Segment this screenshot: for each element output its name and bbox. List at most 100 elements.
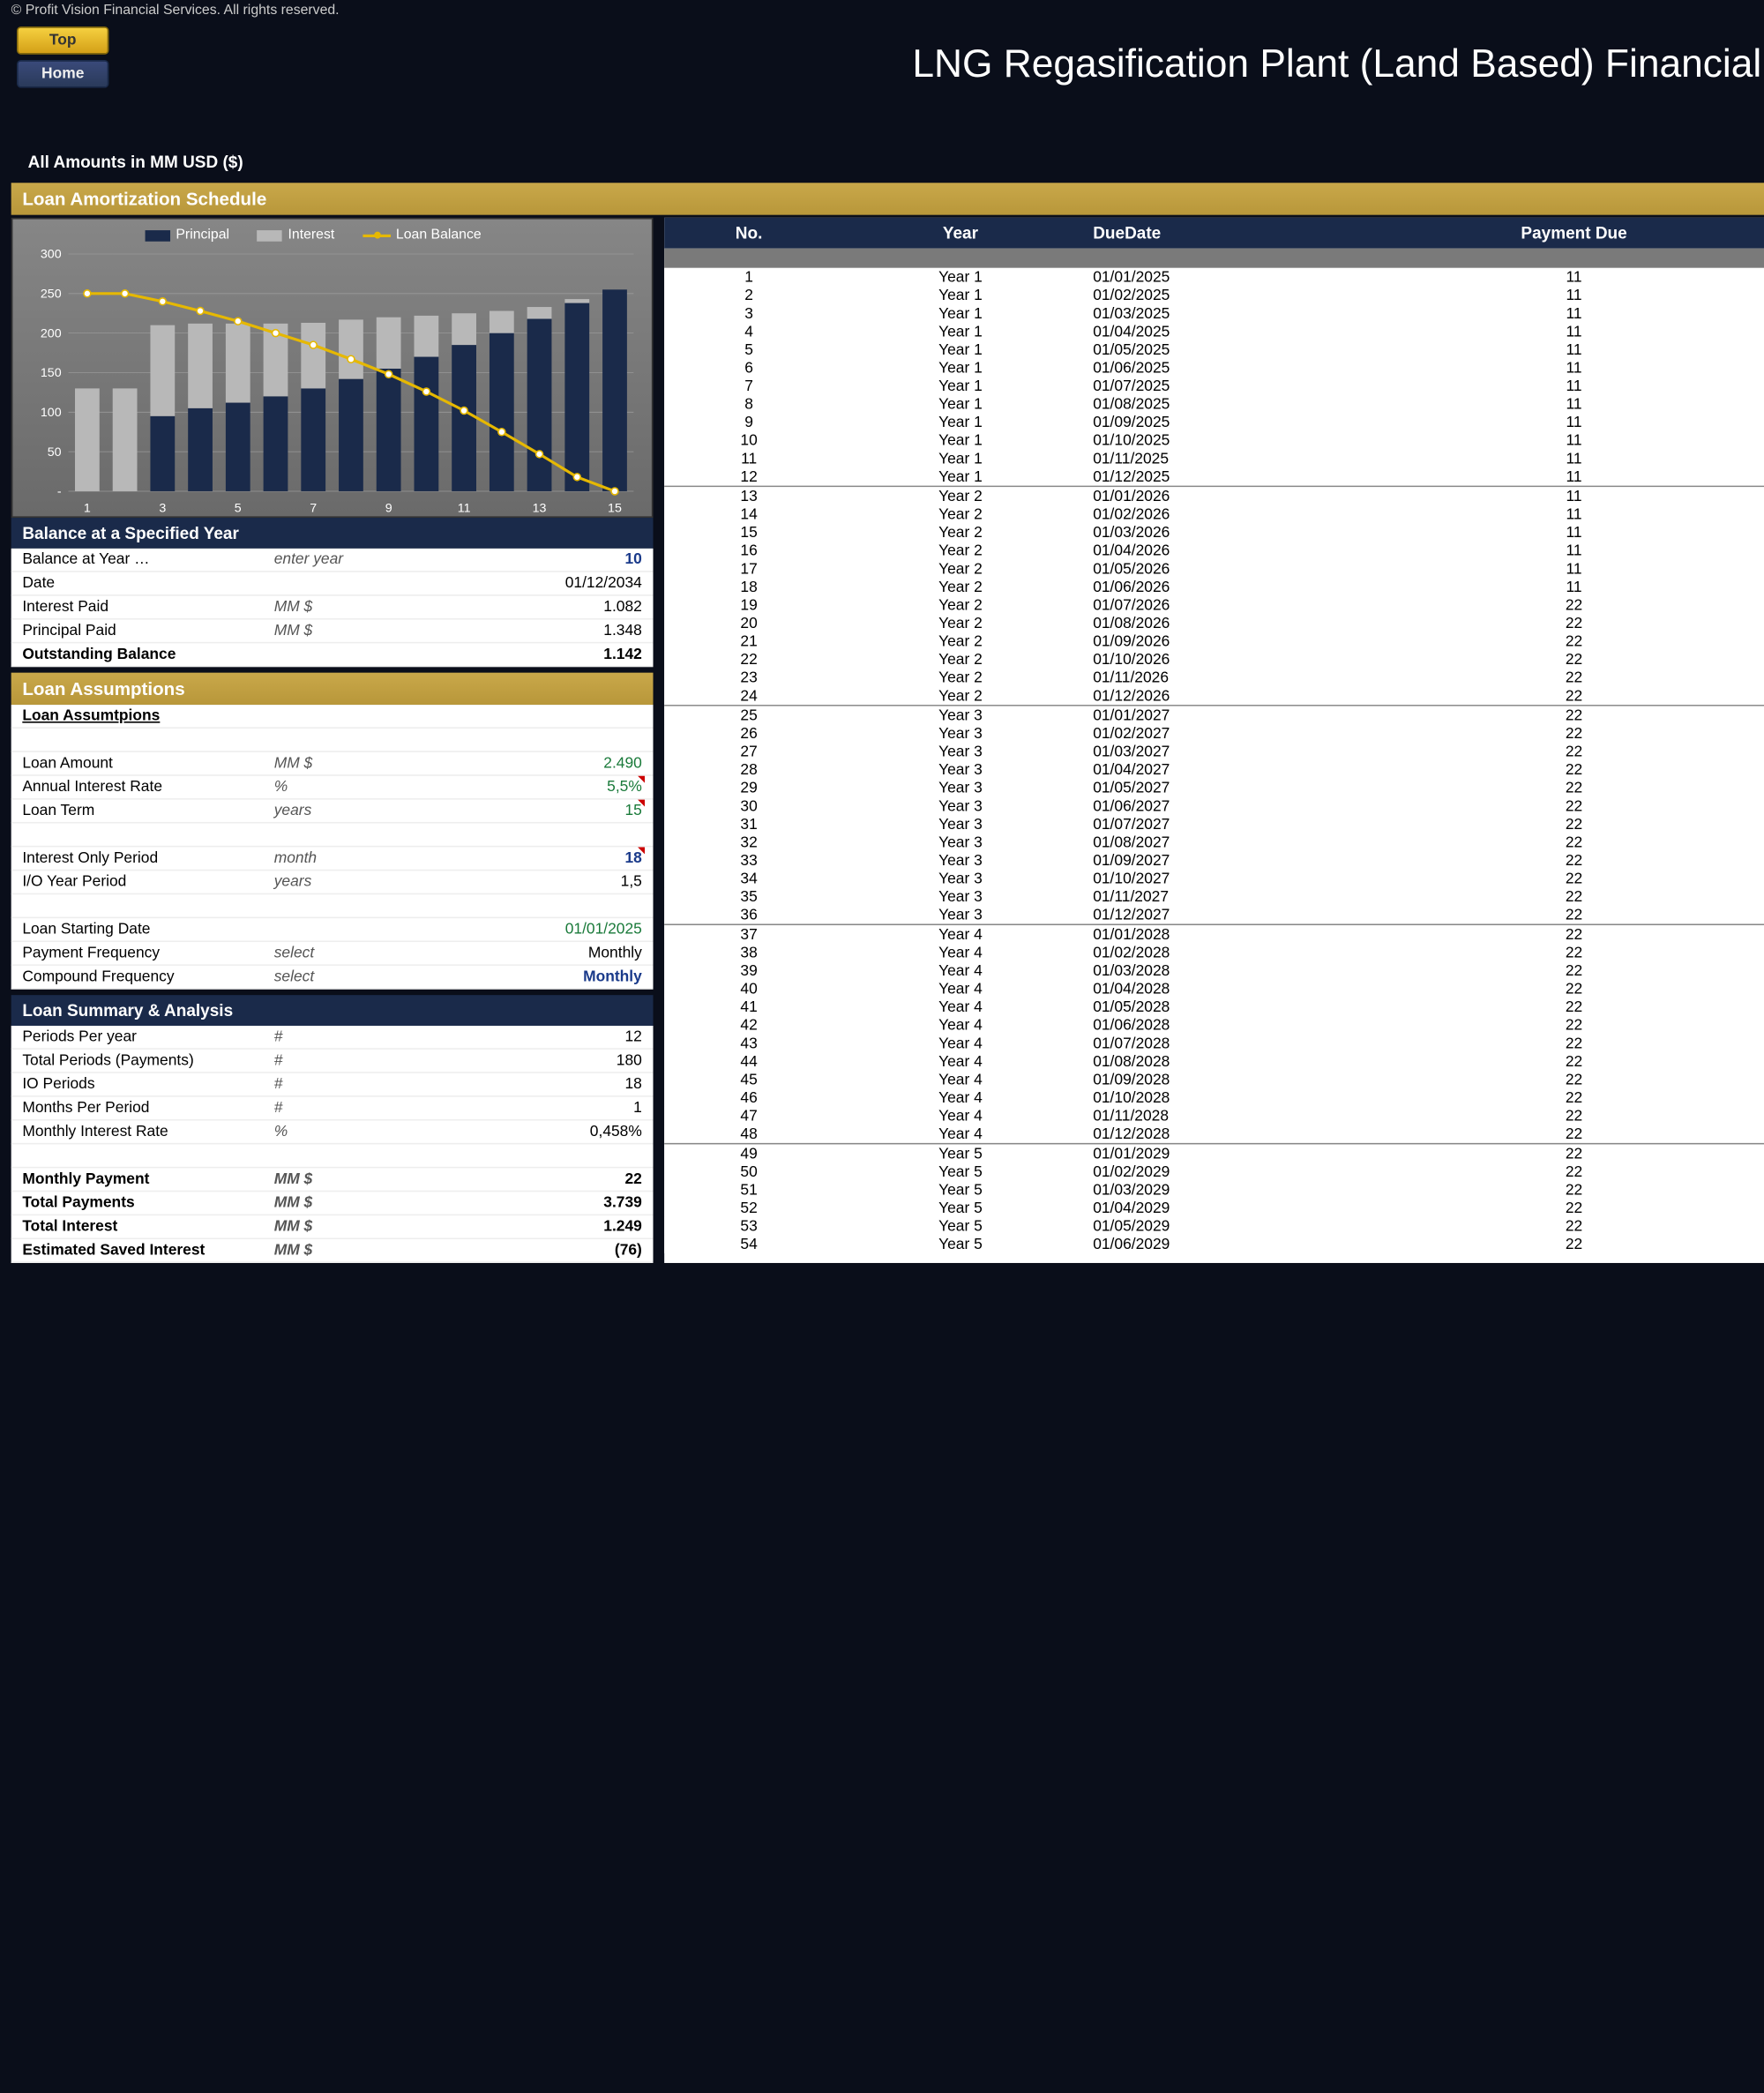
row-unit: years (274, 874, 449, 891)
schedule-row: 42Year 401/06/20282210122.227 (664, 1016, 1764, 1035)
schedule-row: 45Year 401/09/20282210122.192 (664, 1071, 1764, 1089)
row-label (22, 897, 273, 914)
data-row: Total PaymentsMM $3.739 (11, 1192, 654, 1215)
schedule-row: 54Year 501/06/20292210122.084 (664, 1235, 1764, 1253)
schedule-row: 24Year 201/12/20262211112.427 (664, 686, 1764, 706)
row-value: 1.082 (448, 599, 642, 616)
schedule-row: 28Year 301/04/20272211112.384 (664, 760, 1764, 779)
schedule-row: 5Year 101/05/20251111-2.490 (664, 340, 1764, 359)
row-value[interactable]: 15 (448, 803, 642, 819)
row-label (22, 826, 273, 843)
assumptions-table: Loan Assumtpions Loan AmountMM $2.490Ann… (11, 705, 654, 990)
data-row: Loan Termyears15 (11, 800, 654, 824)
schedule-row: 52Year 501/04/20292210122.108 (664, 1199, 1764, 1217)
row-label: Total Interest (22, 1218, 273, 1235)
row-value[interactable]: 10 (448, 551, 642, 568)
schedule-headers: No. Year DueDate Payment Due Interest Pr… (664, 218, 1764, 249)
schedule-row: 18Year 201/06/20261111-2.490 (664, 578, 1764, 596)
schedule-row: 47Year 401/11/20282210122.168 (664, 1107, 1764, 1125)
data-row: Estimated Saved InterestMM $(76) (11, 1239, 654, 1263)
schedule-row: 10Year 101/10/20251111-2.490 (664, 431, 1764, 450)
data-row: Loan Starting Date01/01/2025 (11, 918, 654, 942)
data-row: IO Periods#18 (11, 1073, 654, 1097)
row-value[interactable]: 01/01/2025 (448, 921, 642, 938)
data-row: Loan AmountMM $2.490 (11, 752, 654, 776)
header-payment: Payment Due (1384, 223, 1764, 243)
schedule-row: 20Year 201/08/20262211102.469 (664, 614, 1764, 632)
schedule-row: 15Year 201/03/20261111-2.490 (664, 523, 1764, 542)
row-label: Payment Frequency (22, 945, 273, 961)
row-value: Monthly (448, 945, 642, 961)
row-value[interactable]: 2.490 (448, 755, 642, 772)
row-value: 180 (448, 1052, 642, 1069)
data-row (11, 1144, 654, 1168)
schedule-row: 49Year 501/01/20292210122.145 (664, 1144, 1764, 1162)
schedule-row: 48Year 401/12/20282210122.156 (664, 1125, 1764, 1144)
row-unit: years (274, 803, 449, 819)
svg-text:100: 100 (41, 406, 62, 420)
row-label: Compound Frequency (22, 968, 273, 985)
row-label: Interest Paid (22, 599, 273, 616)
schedule-row: 50Year 501/02/20292210122.133 (664, 1162, 1764, 1181)
schedule-row: 33Year 301/09/20272211112.329 (664, 851, 1764, 870)
row-value: 1.348 (448, 623, 642, 639)
amortization-chart: Principal Interest Loan Balance -5010015… (11, 218, 654, 518)
schedule-table: No. Year DueDate Payment Due Interest Pr… (664, 218, 1764, 1263)
summary-header: Loan Summary & Analysis (11, 995, 654, 1026)
summary-table: Periods Per year#12Total Periods (Paymen… (11, 1026, 654, 1263)
row-value: 1.142 (448, 647, 642, 663)
legend-balance-line (363, 234, 391, 236)
row-value[interactable]: 5,5% (448, 779, 642, 796)
data-row: Payment FrequencyselectMonthly (11, 942, 654, 966)
data-row: Monthly Interest Rate%0,458% (11, 1121, 654, 1145)
legend-balance-label: Loan Balance (396, 228, 482, 243)
main-title: LNG Regasification Plant (Land Based) Fi… (912, 41, 1764, 85)
data-row: Outstanding Balance1.142 (11, 643, 654, 667)
row-unit: # (274, 1076, 449, 1093)
row-value: 12 (448, 1028, 642, 1045)
data-row: Interest PaidMM $1.082 (11, 596, 654, 620)
balance-table: Balance at Year …enter year10Date01/12/2… (11, 549, 654, 667)
data-row: I/O Year Periodyears1,5 (11, 871, 654, 894)
data-row: Monthly PaymentMM $22 (11, 1168, 654, 1192)
svg-text:200: 200 (41, 326, 62, 340)
row-value[interactable]: Monthly (448, 968, 642, 985)
svg-text:11: 11 (458, 502, 471, 516)
row-label: I/O Year Period (22, 874, 273, 891)
svg-text:15: 15 (608, 502, 622, 516)
row-unit: % (274, 1124, 449, 1140)
schedule-row: 19Year 201/07/20262211102.480 (664, 596, 1764, 615)
schedule-row: 43Year 401/07/20282210122.215 (664, 1034, 1764, 1052)
schedule-row: 44Year 401/08/20282210122.204 (664, 1052, 1764, 1071)
data-row: Total Periods (Payments)#180 (11, 1050, 654, 1073)
schedule-row: 9Year 101/09/20251111-2.490 (664, 413, 1764, 431)
row-value (448, 897, 642, 914)
row-label: Interest Only Period (22, 850, 273, 867)
row-unit: # (274, 1052, 449, 1069)
data-row: Principal PaidMM $1.348 (11, 620, 654, 644)
schedule-row: 6Year 101/06/20251111-2.490 (664, 359, 1764, 377)
schedule-row: 17Year 201/05/20261111-2.490 (664, 559, 1764, 578)
title-row: LNG Regasification Plant (Land Based) Fi… (0, 41, 1764, 86)
header-no: No. (664, 223, 833, 243)
row-label: Months Per Period (22, 1100, 273, 1117)
row-value: 1.249 (448, 1218, 642, 1235)
assumptions-header: Loan Assumptions (11, 673, 654, 705)
schedule-section-header: Loan Amortization Schedule (11, 183, 1764, 214)
row-label: Loan Term (22, 803, 273, 819)
chart-legend: Principal Interest Loan Balance (146, 228, 482, 243)
row-label: Total Periods (Payments) (22, 1052, 273, 1069)
schedule-row: 23Year 201/11/20262211112.438 (664, 669, 1764, 687)
header-date: DueDate (1088, 223, 1384, 243)
schedule-row: 30Year 301/06/20272211112.362 (664, 796, 1764, 815)
svg-text:50: 50 (48, 445, 62, 460)
row-value[interactable]: 18 (448, 850, 642, 867)
svg-text:300: 300 (41, 248, 62, 262)
svg-text:5: 5 (235, 502, 242, 516)
data-row: Total InterestMM $1.249 (11, 1215, 654, 1239)
schedule-row: 25Year 301/01/20272211112.416 (664, 706, 1764, 725)
schedule-row: 32Year 301/08/20272211112.340 (664, 833, 1764, 852)
schedule-row: 13Year 201/01/20261111-2.490 (664, 487, 1764, 505)
row-value (448, 1147, 642, 1164)
currency-subtitle: All Amounts in MM USD ($) (11, 141, 1764, 183)
